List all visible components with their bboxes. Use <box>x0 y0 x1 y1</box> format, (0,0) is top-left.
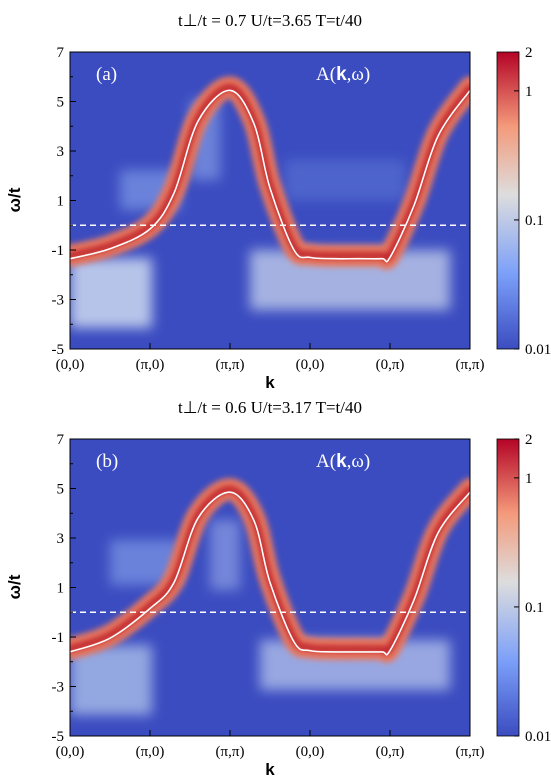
panel-b-xtick-label: (π,π) <box>456 744 485 760</box>
panel-a-xtick-label: (π,π) <box>216 357 245 373</box>
panel-a-colorbar <box>496 51 520 350</box>
panel-a-ytick-label: -5 <box>52 342 65 358</box>
panel-b-colorbar-ticks: 2 1 0.1 0.01 <box>514 432 551 745</box>
panel-a-annotation: A(k,ω) <box>316 64 370 85</box>
panel-b-ytick-label: -1 <box>52 630 65 646</box>
panel-a-heatmap <box>70 76 470 328</box>
panel-b-ytick-label: 3 <box>57 531 65 547</box>
panel-b-ytick-label: 5 <box>57 482 65 498</box>
panel-b-annotation: A(k,ω) <box>316 451 370 472</box>
panel-a-colorbar-tick-label: 0.01 <box>525 342 551 358</box>
panel-a-xlabel: k <box>265 373 275 392</box>
panel-b-ytick-label: 1 <box>57 581 65 597</box>
panel-b-colorbar-tick-label: 2 <box>525 432 533 448</box>
panel-b-x-ticks: (0,0) (π,0) (π,π) (0,0) (0,π) (π,π) <box>56 730 485 760</box>
panel-a-ytick-label: 3 <box>57 144 65 160</box>
panel-b: t⊥/t = 0.6 U/t=3.17 T=t/40 (b) A(k,ω) 7 5… <box>5 398 551 779</box>
panel-a-ylabel: ω/t <box>5 187 24 212</box>
panel-b-title: t⊥/t = 0.6 U/t=3.17 T=t/40 <box>178 398 362 417</box>
panel-a-x-ticks: (0,0) (π,0) (π,π) (0,0) (0,π) (π,π) <box>56 343 485 373</box>
panel-b-xtick-label: (π,π) <box>216 744 245 760</box>
panel-a-colorbar-tick-label: 2 <box>525 45 533 61</box>
panel-a-ytick-label: 7 <box>57 45 65 61</box>
panel-b-ytick-label: -3 <box>52 680 65 696</box>
panel-b-heatmap <box>70 478 470 715</box>
panel-a: t⊥/t = 0.7 U/t=3.65 T=t/40 (a) A(k,ω) 7 5… <box>5 11 551 392</box>
panel-a-xtick-label: (0,0) <box>56 357 85 373</box>
panel-a-colorbar-tick-label: 1 <box>525 84 533 100</box>
panel-b-y-ticks: 7 5 3 1 -1 -3 -5 <box>52 432 76 745</box>
panel-b-ytick-label: 7 <box>57 432 65 448</box>
panel-b-white-curve <box>70 491 470 656</box>
panel-b-label: (b) <box>96 451 118 472</box>
panel-b-ylabel: ω/t <box>5 574 24 599</box>
panel-a-title: t⊥/t = 0.7 U/t=3.65 T=t/40 <box>178 11 362 30</box>
panel-b-xtick-label: (0,π) <box>376 744 405 760</box>
panel-a-ytick-label: 1 <box>57 194 65 210</box>
panel-a-ytick-label: 5 <box>57 95 65 111</box>
panel-a-colorbar-ticks: 2 1 0.1 0.01 <box>514 45 551 358</box>
panel-a-label: (a) <box>96 64 117 85</box>
panel-a-xtick-label: (π,0) <box>136 357 165 373</box>
panel-b-xtick-label: (π,0) <box>136 744 165 760</box>
panel-b-colorbar-tick-label: 0.01 <box>525 729 551 745</box>
panel-b-xtick-label: (0,0) <box>296 744 325 760</box>
panel-a-ytick-label: -1 <box>52 243 65 259</box>
panel-b-colorbar <box>496 438 520 737</box>
panel-a-white-curve <box>70 89 470 263</box>
panel-a-xtick-label: (0,0) <box>296 357 325 373</box>
panel-b-xtick-label: (0,0) <box>56 744 85 760</box>
panel-a-xtick-label: (0,π) <box>376 357 405 373</box>
panel-b-colorbar-tick-label: 0.1 <box>525 600 544 616</box>
panel-b-xlabel: k <box>265 760 275 779</box>
panel-a-colorbar-tick-label: 0.1 <box>525 213 544 229</box>
panel-b-ytick-label: -5 <box>52 729 65 745</box>
panel-a-y-ticks: 7 5 3 1 -1 -3 -5 <box>52 45 76 358</box>
panel-a-xtick-label: (π,π) <box>456 357 485 373</box>
panel-b-colorbar-tick-label: 1 <box>525 471 533 487</box>
panel-a-ytick-label: -3 <box>52 293 65 309</box>
